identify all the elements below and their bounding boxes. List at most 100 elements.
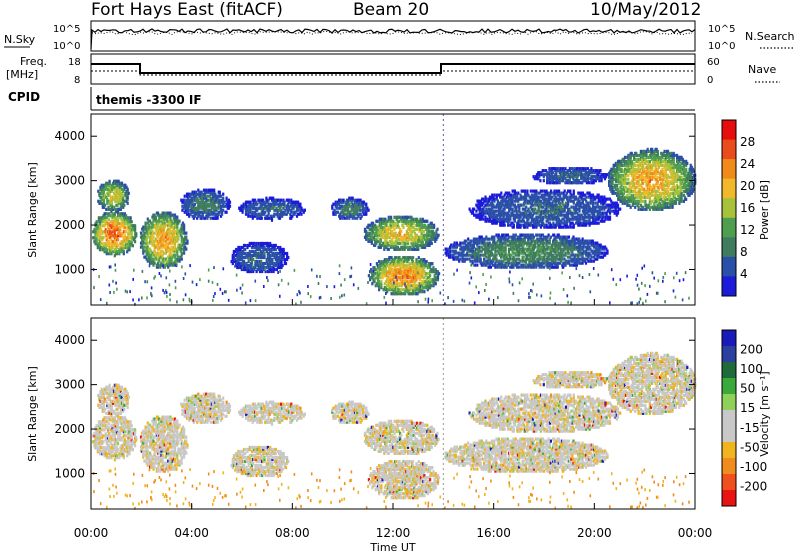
power-cell <box>122 197 125 201</box>
power-cell <box>518 239 521 243</box>
power-cell <box>150 253 153 257</box>
power-cell <box>424 282 427 286</box>
power-cell <box>396 280 399 284</box>
power-cell <box>543 223 546 227</box>
power-cell <box>110 189 113 193</box>
power-cell <box>539 217 542 221</box>
power-cell <box>518 243 521 247</box>
power-cell <box>102 197 105 201</box>
power-cell <box>554 257 557 261</box>
power-cell <box>237 249 240 254</box>
power-cell <box>247 263 250 268</box>
power-cell <box>369 223 372 227</box>
power-cell <box>280 265 283 270</box>
power-cell <box>566 243 569 247</box>
power-cell <box>489 243 492 247</box>
power-cell <box>413 282 416 286</box>
power-cell <box>176 217 179 221</box>
power-cell <box>171 247 174 251</box>
power-cell <box>542 201 545 205</box>
power-cell <box>426 276 429 280</box>
power-cell <box>120 183 124 187</box>
power-cell <box>540 255 543 259</box>
power-cell <box>554 249 557 253</box>
power-cell <box>552 259 555 263</box>
power-cell <box>99 201 102 205</box>
power-cell <box>521 241 524 245</box>
power-cell <box>270 249 273 254</box>
power-cell <box>556 235 559 239</box>
power-cell <box>378 276 381 280</box>
power-cell <box>191 200 194 204</box>
power-cell <box>513 257 516 261</box>
power-cell <box>384 233 387 237</box>
nsearch-label: N.Search <box>745 30 795 43</box>
power-cell <box>575 259 578 263</box>
power-cell <box>499 195 502 199</box>
power-cell <box>177 245 180 249</box>
power-cell <box>389 262 392 266</box>
power-cell <box>543 195 546 199</box>
power-cell <box>227 198 230 202</box>
power-cell <box>169 263 172 267</box>
power-cell <box>226 206 229 210</box>
power-cell <box>491 207 494 211</box>
power-cell <box>467 245 470 249</box>
power-cell <box>145 237 148 241</box>
power-cell <box>264 261 267 266</box>
power-cell <box>434 233 437 237</box>
power-cell <box>418 225 421 229</box>
power-cell <box>513 251 516 255</box>
power-cell <box>420 229 423 233</box>
power-cell <box>399 247 402 251</box>
power-cell <box>113 236 116 240</box>
power-cell <box>530 241 533 245</box>
power-cell <box>170 213 173 217</box>
power-cell <box>493 197 496 201</box>
power-cell <box>511 209 514 213</box>
power-cell <box>105 252 108 256</box>
power-cell <box>275 259 278 264</box>
power-cell <box>415 260 418 264</box>
power-cell <box>561 263 564 267</box>
power-cell <box>144 221 147 225</box>
power-cell <box>210 204 213 208</box>
power-cell <box>147 223 151 227</box>
power-cell <box>360 214 363 218</box>
power-cell <box>548 239 551 243</box>
power-cell <box>500 265 503 269</box>
power-cell <box>262 261 265 266</box>
power-cell <box>531 233 534 237</box>
power-cell <box>295 214 299 218</box>
power-cell <box>263 253 266 258</box>
power-cell <box>533 189 536 193</box>
power-cell <box>278 212 282 216</box>
power-cell <box>514 241 517 245</box>
power-cell <box>429 280 432 284</box>
power-cell <box>118 248 121 252</box>
power-cell <box>118 187 121 191</box>
power-cell <box>183 198 186 202</box>
power-cell <box>120 218 123 222</box>
power-cell <box>250 202 253 206</box>
power-cell <box>154 239 157 243</box>
power-cell <box>531 255 534 259</box>
power-cell <box>120 222 123 226</box>
power-cell <box>518 225 521 229</box>
power-cell <box>391 278 394 282</box>
power-cell <box>412 290 415 294</box>
power-cell <box>108 181 111 185</box>
power-cell <box>171 221 174 225</box>
power-cell <box>122 201 125 205</box>
power-cell <box>365 204 368 208</box>
power-cell <box>486 199 489 203</box>
power-cell <box>522 247 525 251</box>
power-cell <box>536 237 539 241</box>
power-cell <box>449 249 452 253</box>
power-cell <box>536 233 539 237</box>
power-cell <box>425 227 428 231</box>
power-cell <box>184 208 187 212</box>
power-cell <box>502 233 505 237</box>
power-cell <box>249 257 252 262</box>
power-cell <box>262 241 265 246</box>
